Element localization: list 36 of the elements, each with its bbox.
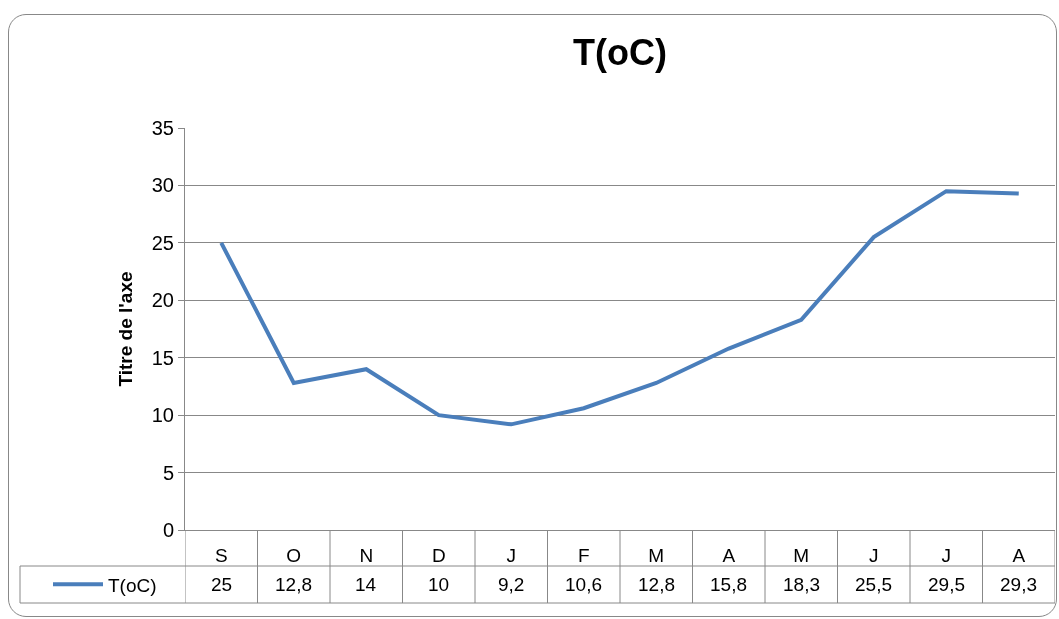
y-axis-title: Titre de l'axe bbox=[114, 271, 136, 387]
x-tick-label: J bbox=[506, 544, 516, 566]
x-tick-label: J bbox=[941, 544, 951, 566]
x-tick-label: M bbox=[648, 544, 665, 566]
data-label: 15,8 bbox=[710, 574, 747, 595]
y-tick-label: 5 bbox=[162, 461, 174, 484]
x-tick-label: F bbox=[577, 544, 590, 566]
x-tick-label: D bbox=[431, 544, 446, 566]
x-tick-label: A bbox=[722, 544, 736, 566]
legend-label: T(oC) bbox=[108, 574, 157, 596]
x-tick-label: J bbox=[869, 544, 879, 566]
y-tick-label: 15 bbox=[151, 346, 174, 369]
y-tick-label: 25 bbox=[151, 231, 174, 254]
data-label: 25 bbox=[211, 574, 233, 595]
x-tick-label: M bbox=[793, 544, 810, 566]
y-tick-label: 35 bbox=[151, 117, 174, 139]
y-tick-label: 30 bbox=[151, 174, 174, 197]
data-label: 29,3 bbox=[1000, 574, 1037, 595]
x-tick-label: A bbox=[1012, 544, 1026, 566]
data-label: 18,3 bbox=[783, 574, 820, 595]
data-label: 9,2 bbox=[498, 574, 525, 595]
line-series bbox=[219, 189, 1021, 427]
data-label: 12,8 bbox=[275, 574, 312, 595]
data-label: 12,8 bbox=[638, 574, 675, 595]
x-tick-label: S bbox=[214, 544, 228, 566]
data-label: 14 bbox=[355, 574, 377, 595]
y-tick-label: 20 bbox=[151, 289, 174, 312]
y-tick-label: 10 bbox=[151, 404, 174, 427]
y-tick-label: 0 bbox=[162, 519, 174, 541]
data-label: 10 bbox=[428, 574, 450, 595]
data-label: 10,6 bbox=[565, 574, 602, 595]
x-tick-label: O bbox=[286, 544, 302, 566]
data-label: 25,5 bbox=[855, 574, 892, 595]
x-tick-label: N bbox=[359, 544, 374, 566]
data-label: 29,5 bbox=[928, 574, 965, 595]
chart-title: T(oC) bbox=[573, 32, 667, 74]
